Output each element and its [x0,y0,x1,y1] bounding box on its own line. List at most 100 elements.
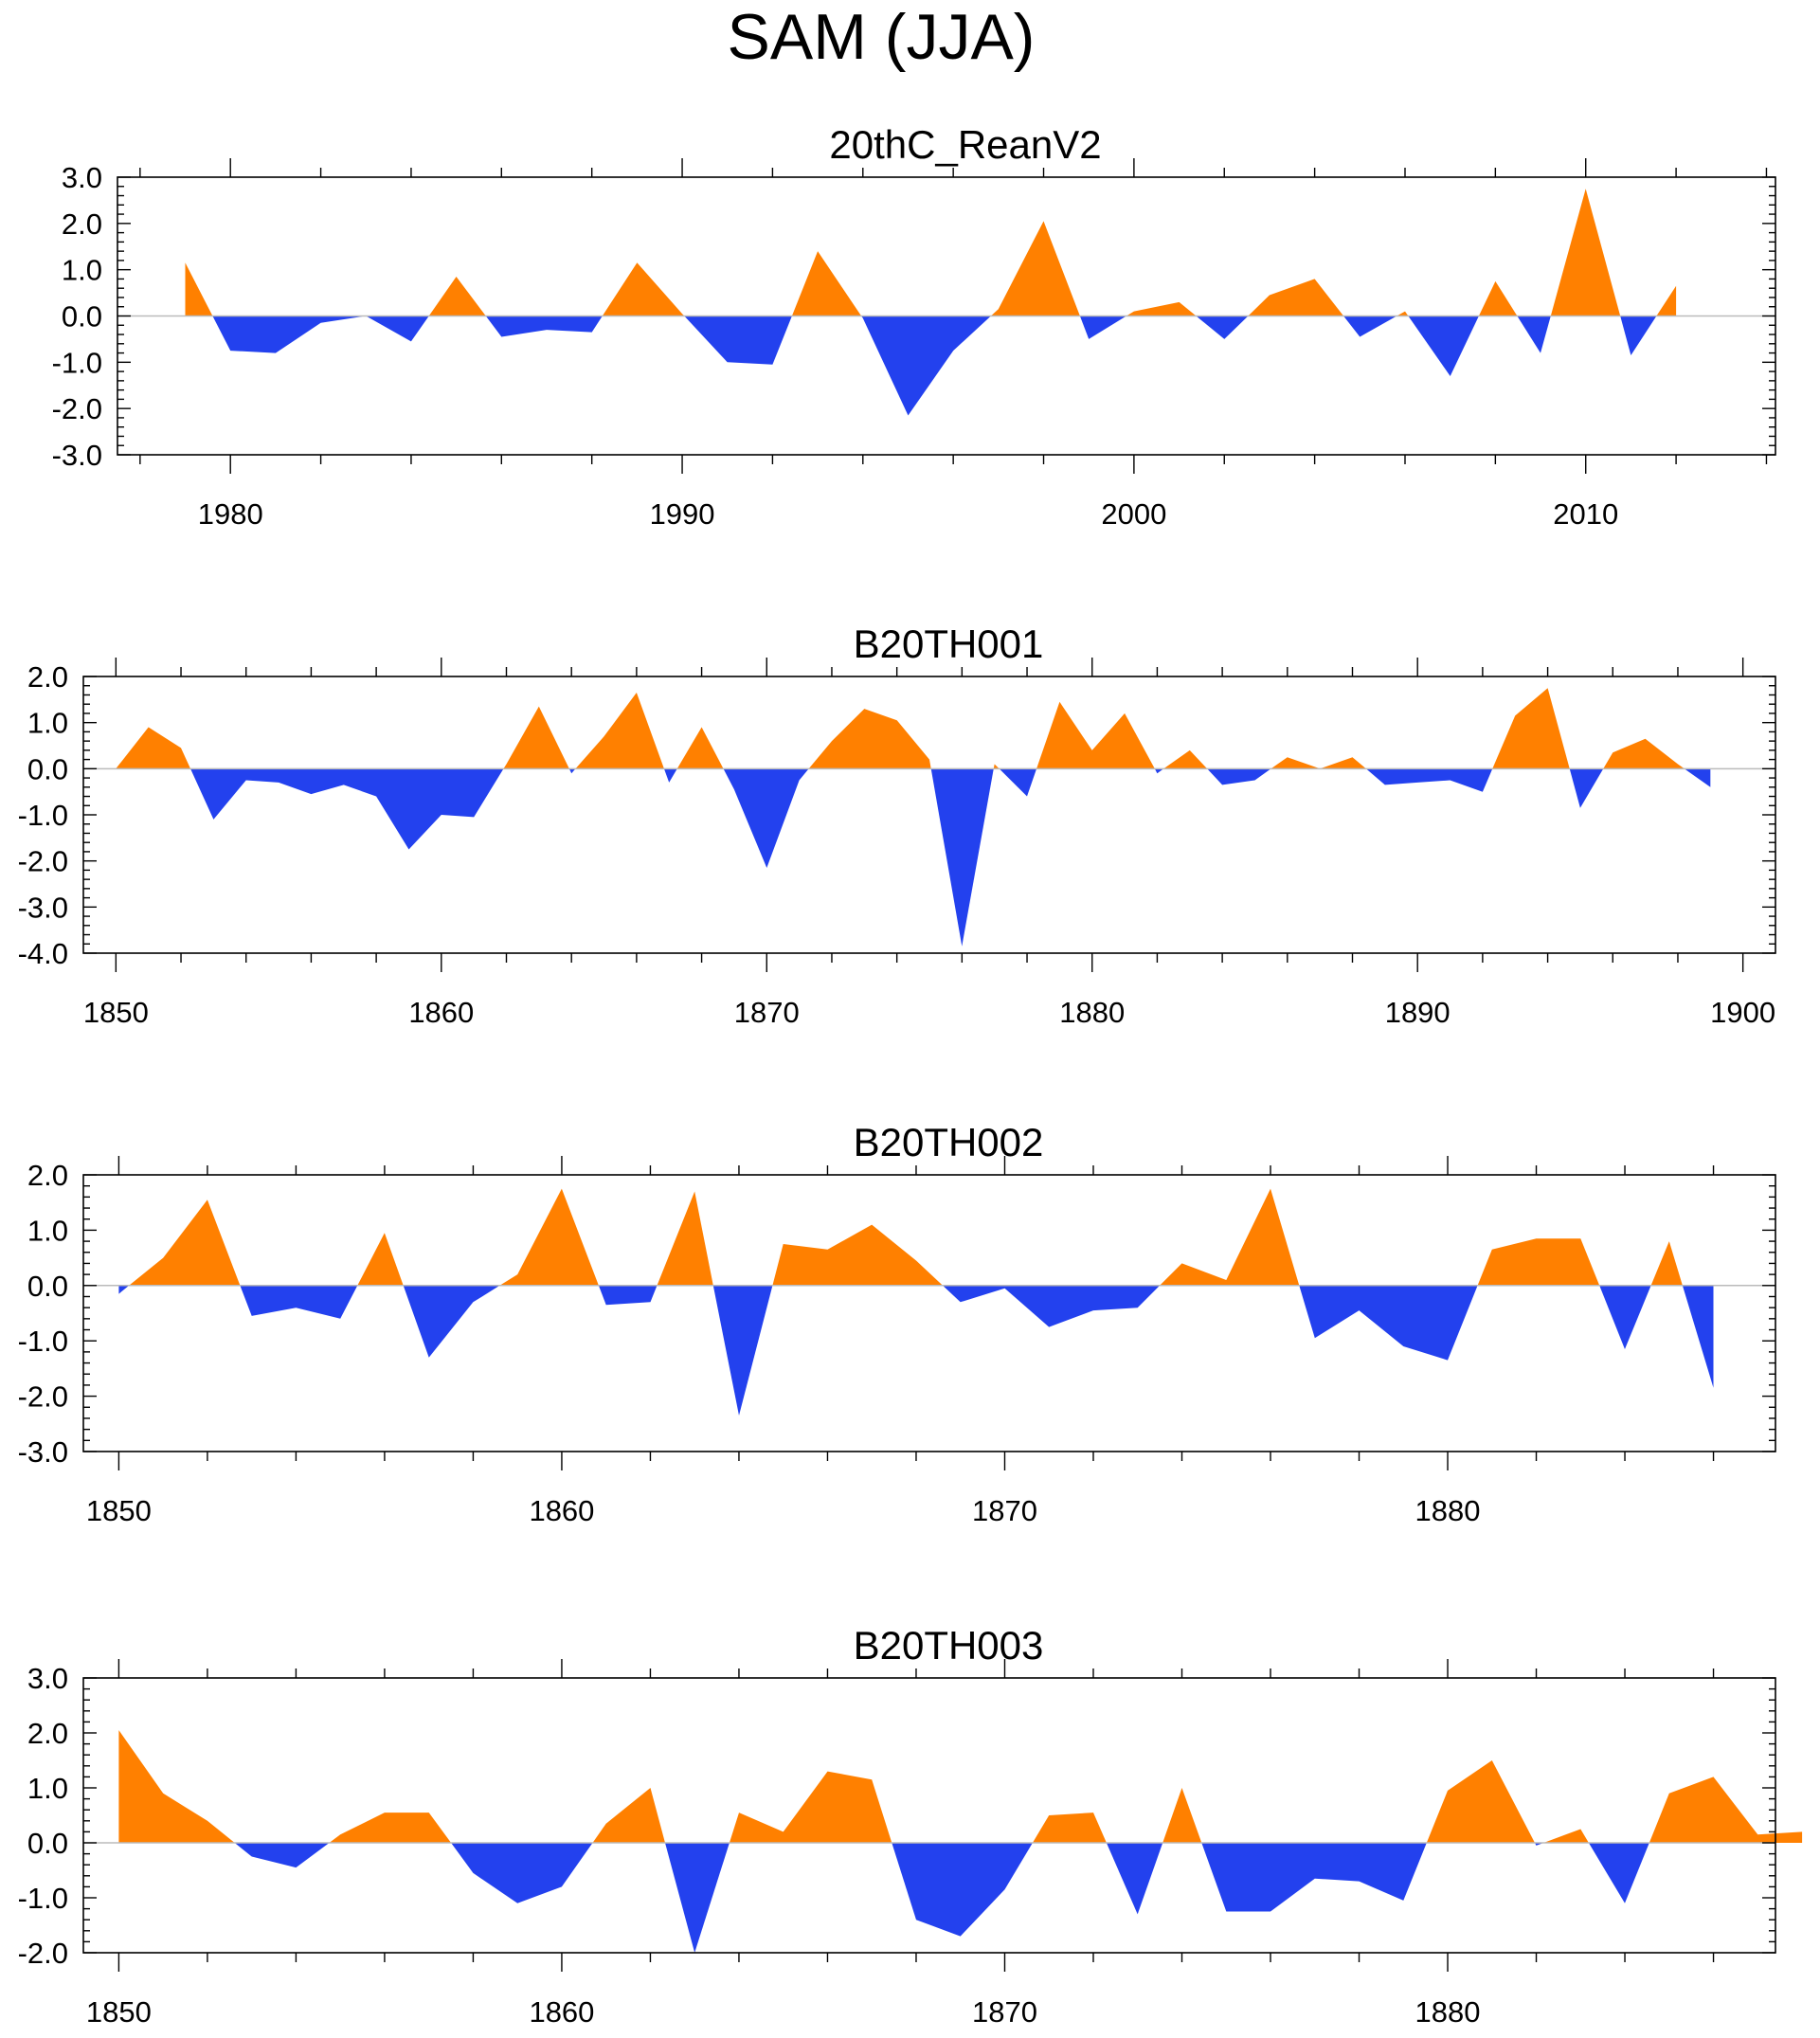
negative-anomaly-area [1408,316,1479,376]
chart-panel: B20TH001 -4.0 -3.0 -2.0 -1.0 0.0 1.0 2.0 1850 186… [18,622,1776,1029]
negative-anomaly-area [663,768,677,783]
y-tick-label: -2.0 [18,1380,68,1414]
x-tick-label: 2000 [1101,497,1166,531]
negative-anomaly-area [1588,1843,1649,1903]
positive-anomaly-area [1650,1241,1683,1286]
x-tick-label: 1860 [529,1494,594,1527]
x-tick-label: 1850 [86,1995,152,2029]
positive-anomaly-area [503,706,569,769]
negative-anomaly-area [1079,316,1126,339]
negative-anomaly-area [999,768,1037,797]
x-tick-label: 1870 [734,996,800,1029]
y-tick-label: -3.0 [18,1435,68,1469]
y-tick-label: 2.0 [62,207,102,241]
y-tick-label: -3.0 [18,891,68,924]
negative-anomaly-area [568,768,576,774]
positive-anomaly-area [185,262,213,316]
y-tick-label: 2.0 [27,1159,68,1192]
positive-anomaly-area [428,277,486,316]
negative-anomaly-area [1517,316,1551,353]
positive-anomaly-area [118,1730,235,1843]
negative-anomaly-area [1196,316,1249,339]
y-tick-label: 2.0 [27,1717,68,1750]
negative-anomaly-area [1154,768,1164,774]
x-tick-label: 1850 [83,996,149,1029]
negative-anomaly-area [190,768,504,850]
y-tick-label: 0.0 [27,1827,68,1860]
negative-anomaly-area [1106,1843,1163,1915]
chart-panel: 20thC_ReanV2 -3.0 -2.0 -1.0 0.0 1.0 2.0 3.0 1980… [52,122,1776,531]
y-tick-label: 1.0 [62,254,102,287]
x-tick-label: 1980 [198,497,263,531]
negative-anomaly-area [861,316,991,416]
negative-anomaly-area [118,1285,130,1294]
positive-anomaly-area [602,262,685,316]
negative-anomaly-area [1343,316,1397,337]
y-tick-label: 3.0 [27,1662,68,1695]
positive-anomaly-area [1656,285,1677,316]
negative-anomaly-area [212,316,429,353]
negative-anomaly-area [1365,768,1493,792]
y-tick-label: -1.0 [18,799,68,832]
negative-anomaly-area [240,1285,358,1319]
positive-anomaly-area [1543,1829,1589,1843]
x-tick-label: 1990 [650,497,715,531]
chart-panel: B20TH002 -3.0 -2.0 -1.0 0.0 1.0 2.0 1850 1860 187… [18,1120,1776,1527]
positive-anomaly-area [1603,738,1685,769]
negative-anomaly-area [684,316,792,365]
positive-anomaly-area [1550,189,1621,316]
negative-anomaly-area [1207,768,1271,785]
x-tick-label: 1870 [972,1995,1037,2029]
y-tick-label: -2.0 [18,1937,68,1970]
x-tick-label: 1870 [972,1494,1037,1527]
positive-anomaly-area [1032,1813,1107,1843]
x-tick-label: 2010 [1553,497,1618,531]
negative-anomaly-area [598,1285,658,1306]
positive-anomaly-area [592,1788,665,1843]
positive-anomaly-area [1270,757,1366,769]
x-tick-label: 1850 [86,1494,152,1527]
negative-anomaly-area [712,1285,773,1416]
positive-anomaly-area [1126,301,1197,316]
positive-anomaly-area [1163,749,1208,769]
positive-anomaly-area [729,1771,892,1843]
panel-title: 20thC_ReanV2 [829,122,1101,167]
positive-anomaly-area [1397,311,1409,316]
negative-anomaly-area [1684,768,1711,787]
positive-anomaly-area [1160,1188,1300,1286]
x-tick-label: 1860 [529,1995,594,2029]
negative-anomaly-area [665,1843,730,1953]
y-tick-label: -1.0 [52,346,102,379]
y-tick-label: -1.0 [18,1325,68,1358]
x-tick-label: 1880 [1059,996,1125,1029]
negative-anomaly-area [930,768,994,947]
positive-anomaly-area [657,1191,713,1286]
y-tick-label: 0.0 [62,300,102,334]
x-tick-label: 1890 [1385,996,1451,1029]
y-tick-label: 0.0 [27,752,68,785]
positive-anomaly-area [116,727,190,769]
y-tick-label: 3.0 [62,161,102,194]
panel-title: B20TH001 [854,622,1044,666]
positive-anomaly-area [993,764,1000,769]
chart-panel: B20TH003 -2.0 -1.0 0.0 1.0 2.0 3.0 1850 1860 1870… [18,1623,1803,2029]
positive-anomaly-area [357,1233,404,1286]
figure-title: SAM (JJA) [728,1,1036,73]
negative-anomaly-area [1201,1843,1427,1912]
y-tick-label: -2.0 [18,845,68,878]
y-tick-label: -2.0 [52,392,102,425]
negative-anomaly-area [1569,768,1604,808]
negative-anomaly-area [1599,1285,1651,1349]
x-tick-label: 1880 [1415,1995,1481,2029]
negative-anomaly-area [943,1285,1161,1327]
positive-anomaly-area [1248,279,1344,316]
positive-anomaly-area [1036,701,1155,769]
y-tick-label: -1.0 [18,1882,68,1915]
positive-anomaly-area [129,1199,241,1286]
positive-anomaly-area [1478,280,1518,316]
positive-anomaly-area [772,1224,943,1286]
plot-frame [82,1174,1776,1452]
positive-anomaly-area [1649,1776,1803,1843]
negative-anomaly-area [403,1285,500,1358]
positive-anomaly-area [1492,688,1570,769]
